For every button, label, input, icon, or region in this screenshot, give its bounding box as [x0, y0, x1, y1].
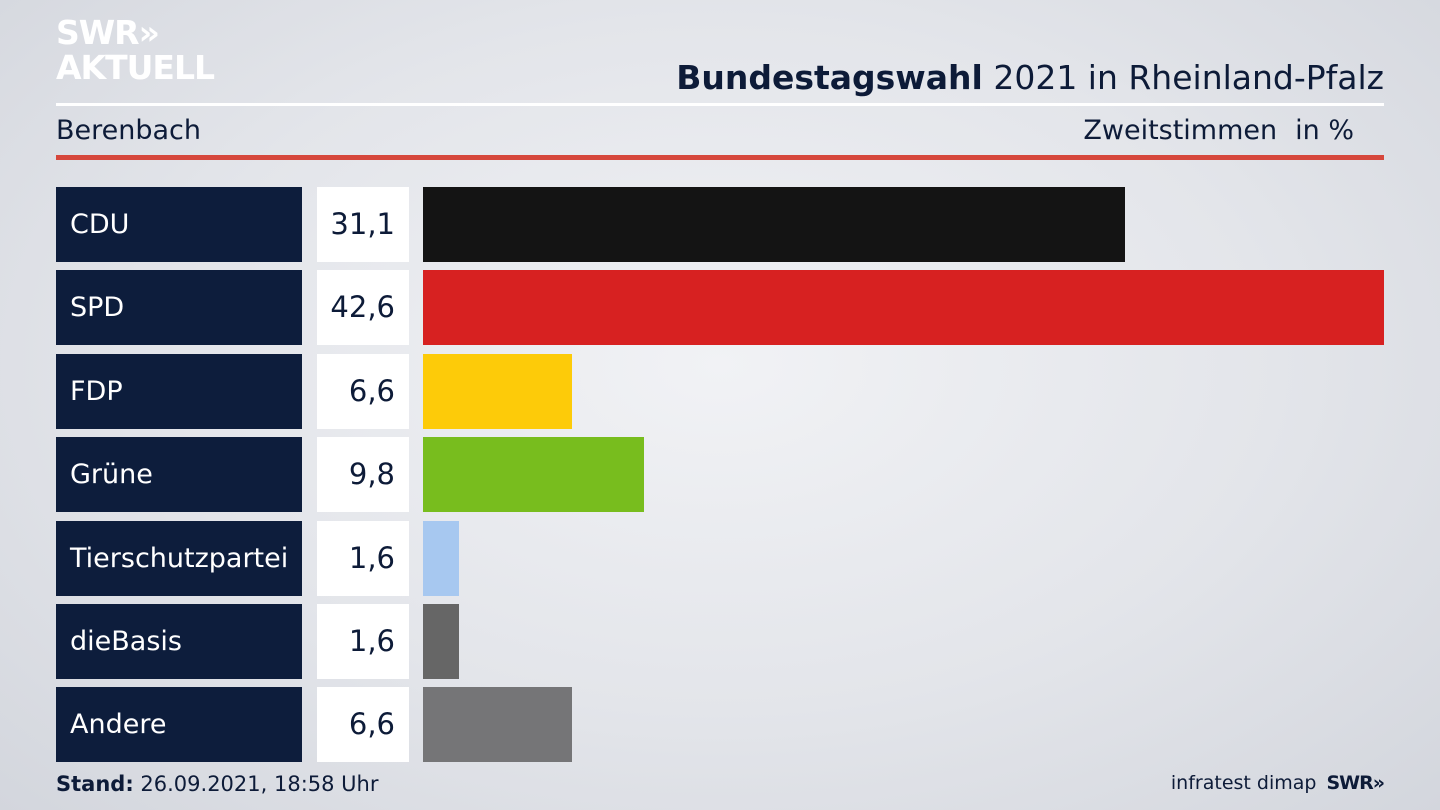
bar — [423, 521, 459, 596]
party-label: dieBasis — [56, 604, 302, 679]
bar-track — [423, 187, 1384, 262]
stand-value: 26.09.2021, 18:58 Uhr — [133, 772, 379, 796]
bar — [423, 270, 1384, 345]
bar-track — [423, 687, 1384, 762]
title-bold: Bundestagswahl — [676, 58, 983, 97]
bar-row: Andere 6,6 — [56, 687, 1384, 762]
source-credit: infratest dimap SWR» — [1170, 772, 1385, 794]
value-label: 9,8 — [317, 437, 409, 512]
bar-row: CDU 31,1 — [56, 187, 1384, 262]
value-label: 31,1 — [317, 187, 409, 262]
bar — [423, 187, 1125, 262]
bar-track — [423, 521, 1384, 596]
party-label: Andere — [56, 687, 302, 762]
timestamp: Stand: 26.09.2021, 18:58 Uhr — [56, 772, 379, 796]
measure-text: Zweitstimmen — [1083, 115, 1278, 146]
chart-title: Bundestagswahl 2021 in Rheinland-Pfalz — [676, 58, 1384, 97]
title-rest: 2021 in Rheinland-Pfalz — [982, 58, 1384, 97]
header-divider — [56, 103, 1384, 106]
party-label: FDP — [56, 354, 302, 429]
bar-row: Grüne 9,8 — [56, 437, 1384, 512]
value-label: 6,6 — [317, 354, 409, 429]
bar — [423, 354, 572, 429]
value-label: 1,6 — [317, 521, 409, 596]
bar-row: SPD 42,6 — [56, 270, 1384, 345]
value-label: 6,6 — [317, 687, 409, 762]
bar-track — [423, 604, 1384, 679]
location-label: Berenbach — [56, 115, 202, 146]
party-label: Grüne — [56, 437, 302, 512]
stand-label: Stand: — [56, 772, 134, 796]
bar — [423, 604, 459, 679]
party-label: CDU — [56, 187, 302, 262]
unit-text: in % — [1295, 115, 1354, 146]
value-label: 42,6 — [317, 270, 409, 345]
bar-row: dieBasis 1,6 — [56, 604, 1384, 679]
bar — [423, 437, 644, 512]
bar — [423, 687, 572, 762]
swr-brand-logo: SWR» — [1326, 772, 1385, 794]
swr-aktuell-logo: SWR» AKTUELL — [56, 13, 215, 87]
source-text: infratest dimap — [1170, 772, 1317, 794]
bar-track — [423, 270, 1384, 345]
bar-row: Tierschutzpartei 1,6 — [56, 521, 1384, 596]
value-label: 1,6 — [317, 604, 409, 679]
accent-divider — [56, 155, 1384, 160]
bar-row: FDP 6,6 — [56, 354, 1384, 429]
bar-track — [423, 354, 1384, 429]
party-label: Tierschutzpartei — [56, 521, 302, 596]
logo-line-1: SWR» — [56, 13, 160, 52]
party-label: SPD — [56, 270, 302, 345]
bar-track — [423, 437, 1384, 512]
logo-line-2: AKTUELL — [56, 48, 215, 87]
measure-label: Zweitstimmen in % — [1083, 115, 1354, 146]
